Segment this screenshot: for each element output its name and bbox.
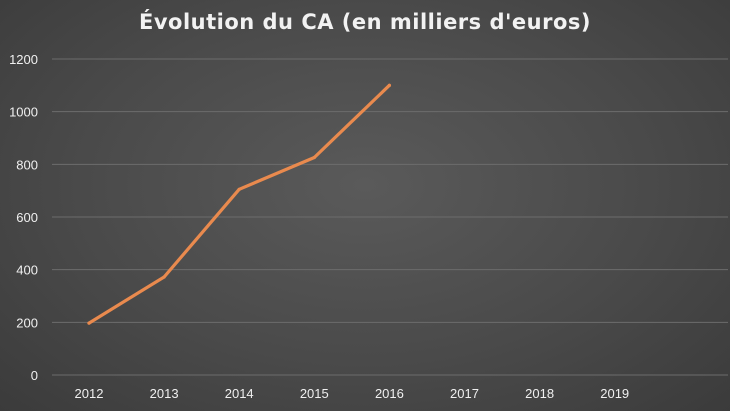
x-tick-label: 2015 (300, 386, 329, 401)
y-tick-label: 800 (16, 157, 38, 172)
data-point (387, 83, 391, 87)
y-tick-label: 0 (31, 368, 38, 383)
x-tick-label: 2018 (525, 386, 554, 401)
x-tick-label: 2012 (75, 386, 104, 401)
y-tick-label: 1000 (9, 105, 38, 120)
data-point (87, 321, 91, 325)
data-point (312, 155, 316, 160)
series-line (87, 83, 391, 325)
data-point (237, 187, 241, 191)
y-tick-label: 600 (16, 210, 38, 225)
y-tick-label: 200 (16, 315, 38, 330)
x-tick-label: 2013 (150, 386, 179, 401)
x-tick-label: 2019 (600, 386, 629, 401)
x-tick-label: 2016 (375, 386, 404, 401)
y-tick-label: 400 (16, 263, 38, 278)
y-tick-label: 1200 (9, 52, 38, 67)
x-tick-label: 2014 (225, 386, 254, 401)
x-tick-label: 2017 (450, 386, 479, 401)
data-point (162, 275, 166, 279)
chart-title: Évolution du CA (en milliers d'euros) (138, 10, 592, 34)
